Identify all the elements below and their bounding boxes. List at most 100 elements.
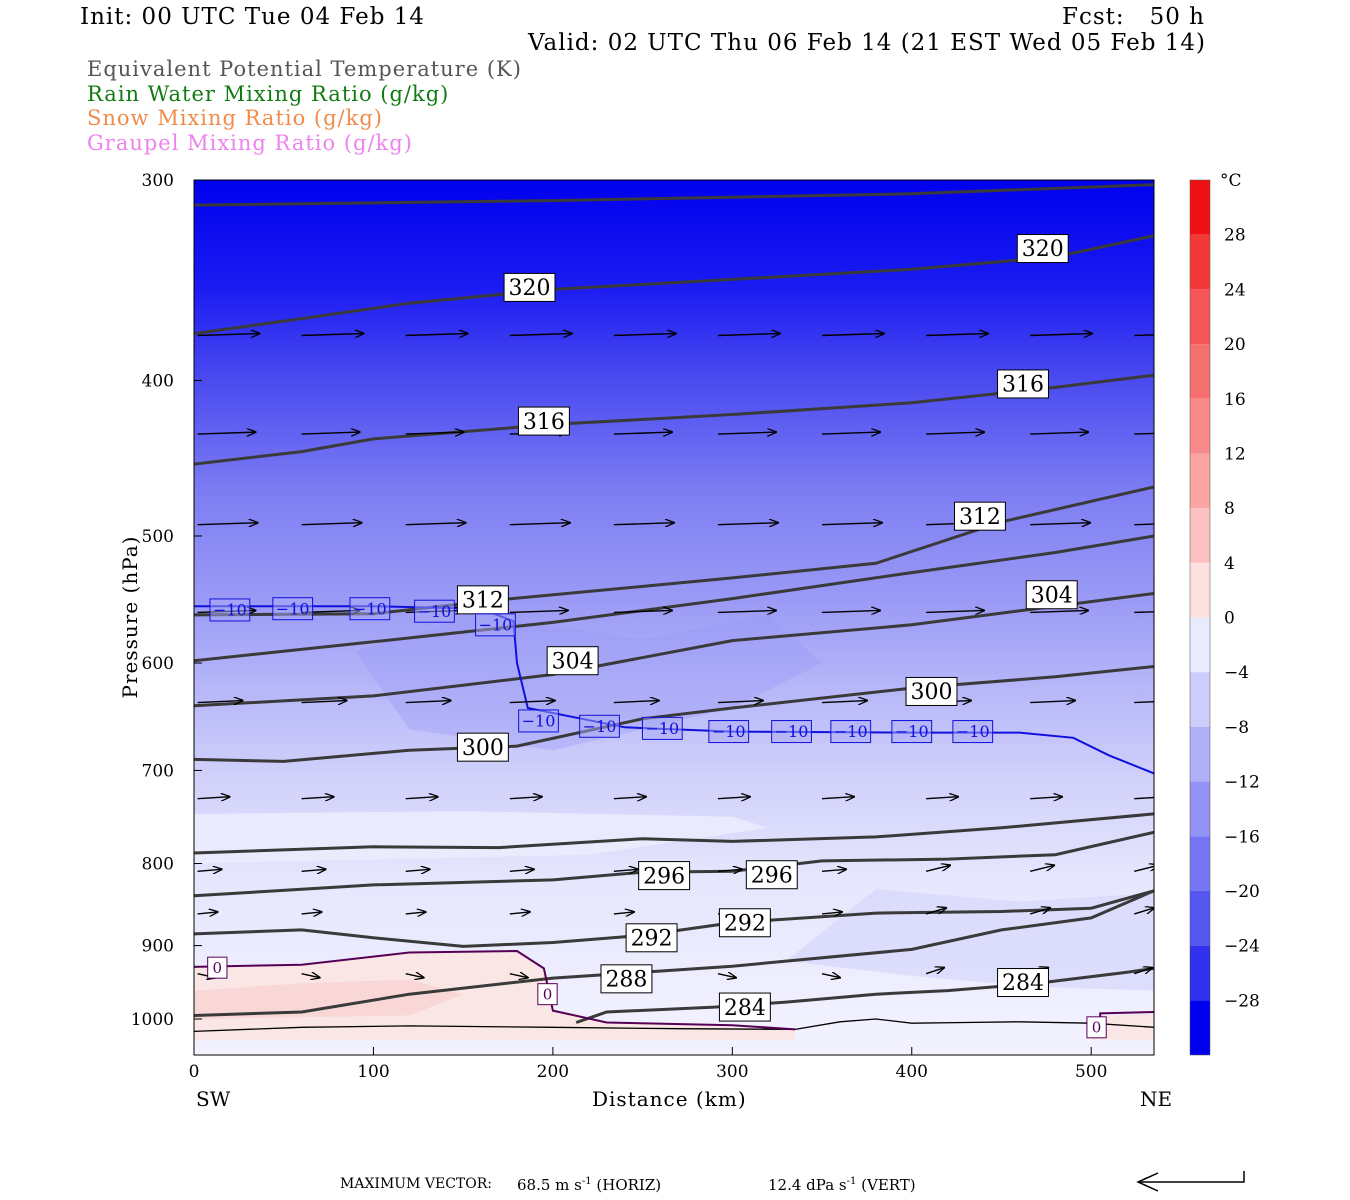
horiz-max-vector: 68.5 m s-1 (HORIZ) (517, 1176, 662, 1194)
x-tick-label: 100 (357, 1062, 389, 1082)
x-tick-label: 0 (189, 1062, 200, 1082)
colorbar-tick-label: −20 (1224, 882, 1260, 902)
forecast-hour: Fcst: 50 h (1062, 4, 1205, 30)
colorbar-tick-label: −12 (1224, 773, 1260, 793)
warm-region-ne (1091, 1013, 1154, 1040)
colorbar-tick-label: −24 (1224, 937, 1260, 957)
theta-e-label-312: 312 (953, 501, 1006, 531)
wind-vector (717, 610, 776, 612)
wind-vector (1134, 432, 1154, 435)
wind-vector (1134, 523, 1154, 526)
label-text: 284 (724, 996, 766, 1021)
wind-vector (405, 912, 426, 914)
isotherm-0 (194, 949, 796, 1031)
colorbar-bin (1190, 890, 1210, 946)
y-tick-label: 1000 (131, 1010, 174, 1030)
isotherm-label-minus10: −10 (952, 720, 994, 744)
warm-region-sw (194, 951, 796, 1040)
theta-e-contour-288 (194, 889, 1154, 1017)
wind-vector (1134, 968, 1152, 975)
label-box (579, 714, 620, 738)
colorbar-tick-label: 12 (1224, 444, 1246, 464)
label-box (953, 501, 1006, 531)
label-text: −10 (418, 602, 452, 621)
theta-e-label-316: 316 (517, 406, 570, 436)
x-tick-label: 200 (537, 1062, 569, 1082)
label-text: 0 (213, 959, 223, 977)
label-box (518, 709, 559, 733)
reference-vector-icon (1136, 1171, 1245, 1192)
wind-vector (301, 869, 326, 871)
isotherm-label-0: 0 (537, 983, 558, 1006)
label-box (537, 983, 558, 1006)
plot-frame (193, 179, 1155, 1056)
colorbar-bin (1190, 672, 1210, 727)
label-text: 320 (1022, 237, 1064, 262)
y-tick-label: 900 (142, 937, 174, 957)
theta-e-contour-296 (194, 830, 1154, 898)
label-text: 312 (959, 505, 1001, 530)
ne-end-label: NE (1140, 1087, 1173, 1111)
label-box (414, 599, 455, 623)
wind-vector (1134, 700, 1154, 704)
wind-vector (405, 432, 464, 434)
isotherm-label-minus10: −10 (641, 716, 683, 740)
wind-vector (613, 610, 672, 612)
colorbar-bin (1190, 945, 1210, 1001)
wind-vector (717, 869, 742, 871)
label-text: 312 (462, 589, 504, 614)
wind-vector (509, 974, 528, 978)
wind-vector (1030, 797, 1062, 799)
isotherm-label-minus10: −10 (414, 599, 455, 623)
wind-vector (301, 912, 322, 914)
y-tick-label: 700 (142, 761, 174, 781)
wind-vector (301, 797, 334, 799)
label-box (641, 716, 683, 740)
label-box (830, 720, 872, 744)
colorbar-bin (1190, 508, 1210, 563)
label-text: 316 (523, 410, 565, 435)
label-text: 304 (1031, 583, 1073, 608)
wind-vector (405, 797, 438, 799)
colorbar-bin (1190, 781, 1210, 837)
label-box (997, 968, 1049, 998)
label-text: 300 (910, 680, 952, 705)
isotherm-label-minus10: −10 (708, 720, 750, 744)
wind-vector (1029, 908, 1050, 915)
label-box (503, 272, 556, 302)
isotherm-label-minus10: −10 (579, 714, 620, 738)
wind-vector (613, 523, 674, 525)
wind-vector (509, 912, 530, 914)
colorbar-bin (1190, 398, 1210, 454)
label-text: 292 (631, 926, 673, 951)
label-text: −10 (895, 722, 929, 741)
wind-vector (926, 432, 984, 434)
isotherm-label-minus10: −10 (830, 720, 872, 744)
wind-vector (717, 797, 750, 799)
colorbar-tick-label: 24 (1224, 280, 1246, 300)
theta-e-label-300: 300 (905, 676, 958, 706)
warm-core-sw (194, 979, 464, 1019)
label-box (771, 720, 812, 744)
label-box (349, 597, 391, 621)
label-text: 304 (552, 649, 594, 674)
label-text: −10 (213, 601, 247, 620)
label-text: −10 (276, 599, 310, 618)
y-tick-label: 500 (142, 527, 174, 547)
wind-vector (1030, 865, 1054, 872)
colorbar-tick-label: 0 (1224, 609, 1235, 629)
label-box (209, 598, 251, 622)
theta-e-contour-284 (575, 966, 1154, 1024)
theta-e-label-296: 296 (638, 861, 691, 891)
wind-vector (926, 333, 988, 335)
wind-vector (613, 912, 634, 914)
wind-vector (509, 869, 534, 871)
init-time: Init: 00 UTC Tue 04 Feb 14 (80, 4, 426, 30)
wind-vector (925, 865, 950, 872)
wind-vector (717, 333, 780, 335)
isotherm-label-0: 0 (1086, 1016, 1107, 1039)
wind-vector (613, 701, 659, 703)
label-text: 296 (751, 863, 793, 888)
colorbar-unit: °C (1220, 171, 1242, 191)
colorbar-bin (1190, 344, 1210, 399)
